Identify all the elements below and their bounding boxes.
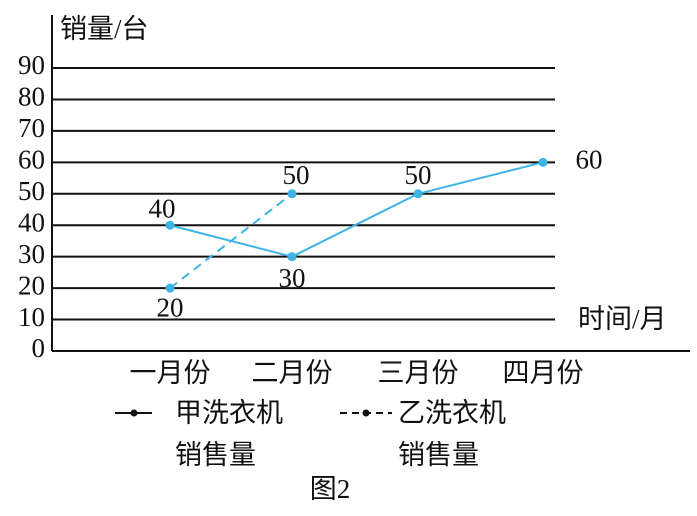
- x-tick-label: 三月份: [378, 358, 459, 388]
- data-label: 20: [157, 292, 184, 322]
- data-label: 60: [576, 145, 603, 175]
- point: [413, 189, 423, 199]
- y-tick-label: 10: [18, 302, 45, 332]
- y-tick-label: 40: [18, 207, 45, 237]
- y-tick-label: 90: [18, 50, 45, 80]
- legend-label: 甲洗衣机销售量: [175, 398, 283, 470]
- y-tick-label: 0: [32, 333, 46, 363]
- point: [165, 220, 175, 230]
- legend-label: 乙洗衣机销售量: [398, 398, 506, 470]
- x-axis-label: 时间/月: [578, 304, 667, 334]
- data-label: 50: [283, 160, 310, 190]
- y-tick-label: 20: [18, 270, 45, 300]
- y-tick-label: 50: [18, 176, 45, 206]
- legend-marker: [130, 409, 138, 417]
- y-tick-label: 70: [18, 113, 45, 143]
- point: [538, 157, 548, 167]
- x-tick-label: 一月份: [130, 358, 211, 388]
- data-label: 40: [149, 193, 176, 223]
- y-axis-label: 销量/台: [60, 14, 149, 44]
- y-tick-label: 80: [18, 82, 45, 112]
- y-tick-label: 30: [18, 239, 45, 269]
- legend-marker: [362, 409, 370, 417]
- y-tick-label: 60: [18, 145, 45, 175]
- series-line: [169, 161, 544, 258]
- point: [165, 283, 175, 293]
- x-tick-label: 二月份: [252, 358, 333, 388]
- data-label: 50: [405, 160, 432, 190]
- x-tick-label: 四月份: [503, 358, 584, 388]
- caption: 图2: [310, 474, 351, 504]
- series-line: [169, 192, 293, 289]
- point: [287, 252, 297, 262]
- data-label: 30: [279, 263, 306, 293]
- point: [287, 189, 297, 199]
